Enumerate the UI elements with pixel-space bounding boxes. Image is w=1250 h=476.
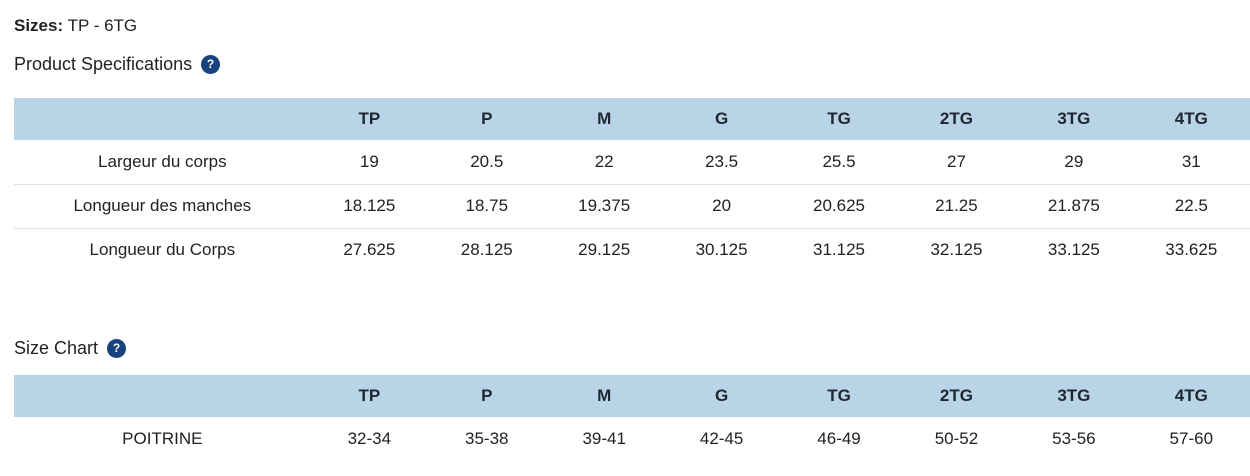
row-label: Largeur du corps: [98, 151, 227, 171]
measurement-cell: 32.125: [897, 227, 1016, 272]
measurement-cell: 57-60: [1169, 429, 1214, 448]
measurement-cell: 23.5: [705, 151, 739, 171]
measurement-cell: 27.625: [310, 227, 429, 272]
product-specifications-table: TP P M G TG 2TG 3TG 4TG Largeur du corps 19 20.5 22…: [14, 98, 1250, 272]
blank-header-cell: [14, 375, 311, 417]
measurement-cell: 33.625: [1132, 227, 1250, 272]
measurement-cell: 31: [1181, 151, 1201, 171]
measurement-cell: 39-41: [582, 429, 626, 448]
header-row: TP P M G TG 2TG 3TG 4TG: [14, 375, 1250, 417]
product-specifications-heading: Product Specifications ?: [14, 50, 1250, 78]
section-title-text: Product Specifications: [14, 54, 193, 74]
table-row: Largeur du corps 19 20.5 22 23.5 25.5 27 29 31: [14, 140, 1250, 184]
measurement-cell: 20.625: [780, 183, 898, 228]
measurement-cell: 42-45: [699, 429, 744, 448]
sizes-value: TP - 6TG: [67, 16, 138, 35]
sizes-line: Sizes: TP - 6TG: [14, 14, 1250, 38]
measurement-cell: 53-56: [1052, 429, 1096, 448]
size-column-header: TP: [310, 375, 429, 417]
size-column-header: 3TG: [1015, 375, 1133, 417]
question-mark-icon[interactable]: ?: [201, 54, 221, 74]
size-column-header: G: [662, 98, 781, 140]
measurement-cell: 18.75: [428, 183, 546, 228]
measurement-cell: 50-52: [934, 429, 979, 448]
size-chart-heading: Size Chart ?: [14, 334, 1250, 362]
question-mark-icon[interactable]: ?: [107, 338, 127, 358]
size-column-header: M: [545, 375, 663, 417]
size-column-header: G: [662, 375, 781, 417]
size-column-header: 2TG: [897, 98, 1016, 140]
measurement-cell: 32-34: [347, 429, 392, 448]
measurement-cell: 19.375: [545, 183, 663, 228]
measurement-cell: 28.125: [428, 227, 546, 272]
size-column-header: P: [428, 98, 546, 140]
row-label: POITRINE: [122, 429, 203, 448]
measurement-cell: 21.25: [897, 183, 1016, 228]
table-row: Longueur des manches 18.125 18.75 19.375 20 2…: [14, 183, 1250, 228]
blank-header-cell: [14, 98, 311, 140]
measurement-cell: 25.5: [822, 151, 856, 171]
size-column-header: P: [428, 375, 546, 417]
size-column-header: M: [545, 98, 663, 140]
sizes-label: Sizes:: [14, 16, 64, 35]
measurement-cell: 22: [594, 151, 614, 171]
measurement-cell: 30.125: [662, 227, 781, 272]
section-title-text: Size Chart: [14, 338, 99, 358]
row-label: Longueur des manches: [14, 183, 311, 228]
measurement-cell: 35-38: [465, 429, 509, 448]
measurement-cell: 22.5: [1132, 183, 1250, 228]
row-label: Longueur du Corps: [14, 227, 311, 272]
measurement-cell: 46-49: [817, 429, 861, 448]
header-row: TP P M G TG 2TG 3TG 4TG: [14, 98, 1250, 140]
measurement-cell: 27: [946, 151, 966, 171]
measurement-cell: 21.875: [1015, 183, 1133, 228]
measurement-cell: 20: [662, 183, 781, 228]
table-row: POITRINE 32-34 35-38 39-41 42-45 46-49 50-52 53…: [14, 417, 1250, 461]
measurement-cell: 33.125: [1015, 227, 1133, 272]
size-column-header: 3TG: [1015, 98, 1133, 140]
measurement-cell: 29.125: [545, 227, 663, 272]
size-column-header: 4TG: [1132, 375, 1250, 417]
size-column-header: TP: [310, 98, 429, 140]
size-column-header: 4TG: [1132, 98, 1250, 140]
size-column-header: TG: [780, 98, 898, 140]
measurement-cell: 19: [359, 151, 379, 171]
table-row: Longueur du Corps 27.625 28.125 29.125 30.12…: [14, 227, 1250, 272]
measurement-cell: 18.125: [310, 183, 429, 228]
size-column-header: TG: [780, 375, 898, 417]
size-column-header: 2TG: [897, 375, 1016, 417]
measurement-cell: 31.125: [780, 227, 898, 272]
measurement-cell: 20.5: [470, 151, 504, 171]
measurement-cell: 29: [1064, 151, 1084, 171]
size-chart-table: TP P M G TG 2TG 3TG 4TG POITRINE 32-34 35-38 39-41 4…: [14, 375, 1250, 461]
